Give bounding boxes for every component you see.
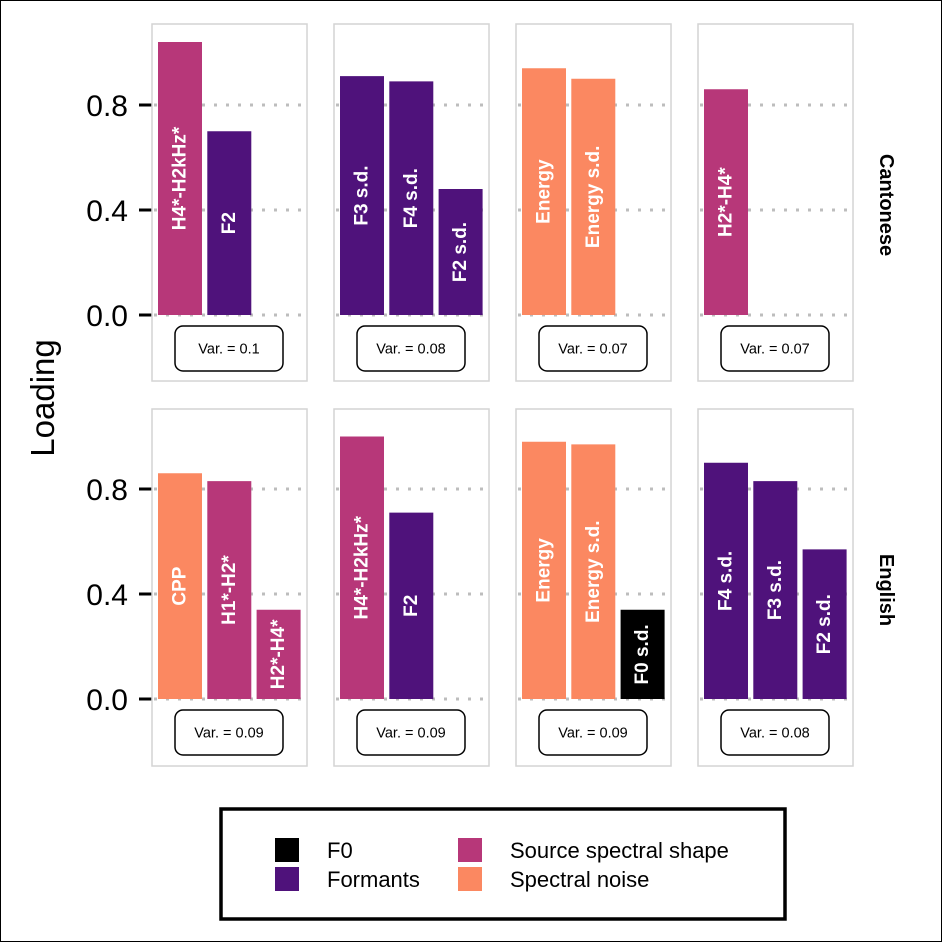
bar	[207, 131, 252, 315]
variance-box	[174, 709, 284, 756]
legend-label: F0	[327, 838, 353, 863]
bar	[704, 462, 748, 699]
legend-box	[219, 807, 787, 921]
variance-box	[538, 325, 648, 372]
variance-box	[538, 709, 648, 756]
bar	[753, 481, 798, 699]
bar-label: F3 s.d.	[765, 560, 786, 620]
bar-label: F2 s.d.	[450, 222, 471, 282]
bar-label: H2*-H4*	[268, 619, 289, 689]
bar	[340, 436, 384, 699]
bar	[704, 89, 748, 315]
variance-label: Var. = 0.09	[194, 726, 263, 742]
variance-label: Var. = 0.07	[740, 342, 809, 358]
y-tick-label: 0.4	[86, 195, 128, 228]
variance-label: Var. = 0.1	[198, 342, 259, 358]
bar-label: CPP	[170, 566, 191, 605]
bar-label: Energy	[534, 538, 555, 603]
variance-label: Var. = 0.09	[376, 726, 445, 742]
legend-label: Spectral noise	[510, 867, 649, 892]
bar-label: H1*-H2*	[219, 555, 240, 625]
row-strip-label: English	[875, 554, 897, 626]
bar	[340, 76, 384, 315]
y-tick-label: 0.0	[86, 300, 128, 333]
bar-label: F4 s.d.	[401, 168, 422, 228]
bar	[571, 78, 616, 315]
bar-label: Energy s.d.	[583, 146, 604, 248]
variance-box	[720, 325, 830, 372]
bar-label: H4*-H2kHz*	[170, 126, 191, 230]
bar-label: Energy s.d.	[583, 520, 604, 622]
row-strip-label: Cantonese	[875, 154, 897, 256]
bar	[522, 441, 566, 699]
variance-box	[356, 325, 466, 372]
bar-label: F2 s.d.	[814, 594, 835, 654]
bar-label: F2	[219, 212, 240, 234]
legend-label: Formants	[327, 867, 420, 892]
variance-label: Var. = 0.08	[740, 726, 809, 742]
bar	[620, 609, 665, 699]
variance-box	[720, 709, 830, 756]
bar	[522, 68, 566, 315]
bar-label: Energy	[534, 159, 555, 224]
bar	[389, 81, 434, 315]
bar-label: H2*-H4*	[716, 167, 737, 237]
y-tick-label: 0.4	[86, 579, 128, 612]
y-axis-title: Loading	[24, 339, 61, 456]
bar-label: F0 s.d.	[632, 624, 653, 684]
bar-label: F3 s.d.	[352, 165, 373, 225]
legend-swatch	[275, 867, 299, 891]
y-tick-label: 0.8	[86, 474, 128, 507]
legend-swatch	[275, 838, 299, 862]
variance-label: Var. = 0.08	[376, 342, 445, 358]
bar	[256, 609, 301, 699]
variance-box	[174, 325, 284, 372]
legend-label: Source spectral shape	[510, 838, 729, 863]
legend-swatch	[458, 838, 482, 862]
bar	[389, 512, 434, 699]
bar	[158, 42, 202, 315]
bar-label: F2	[401, 595, 422, 617]
variance-label: Var. = 0.07	[558, 342, 627, 358]
y-tick-label: 0.8	[86, 90, 128, 123]
bar-label: F4 s.d.	[716, 551, 737, 611]
bar	[158, 473, 202, 699]
bar	[438, 189, 483, 315]
variance-label: Var. = 0.09	[558, 726, 627, 742]
bar	[802, 549, 847, 699]
bar-label: H4*-H2kHz*	[352, 515, 373, 619]
legend-swatch	[458, 867, 482, 891]
variance-box	[356, 709, 466, 756]
y-tick-label: 0.0	[86, 684, 128, 717]
bar	[571, 444, 616, 699]
bar	[207, 481, 252, 699]
